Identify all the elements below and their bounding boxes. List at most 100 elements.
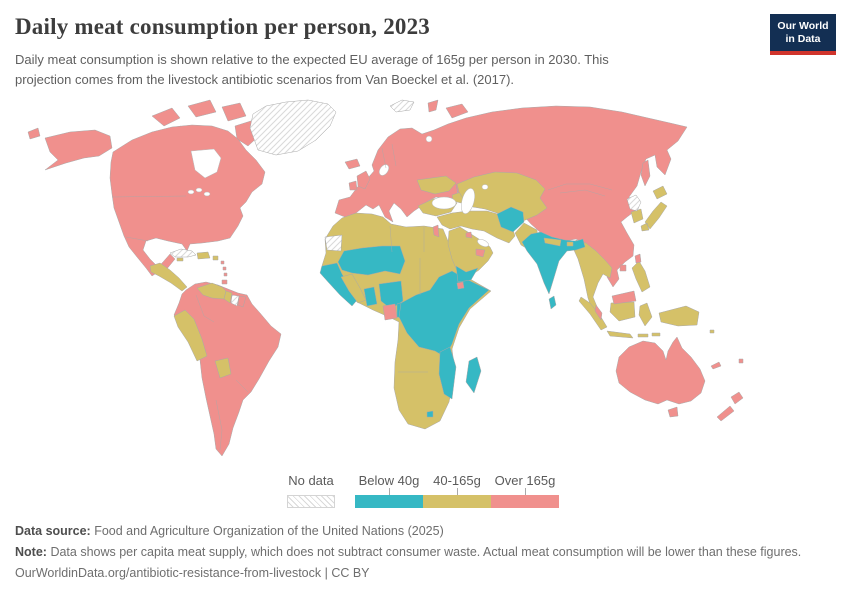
- region-hainan[interactable]: [619, 264, 627, 272]
- region-sulawesi[interactable]: [638, 302, 653, 327]
- region-australia[interactable]: [615, 336, 706, 405]
- region-bhutan[interactable]: [566, 241, 574, 247]
- legend-bin-over165[interactable]: Over 165g: [491, 473, 559, 508]
- region-new-guinea[interactable]: [658, 305, 700, 327]
- region-sakhalin[interactable]: [640, 159, 651, 187]
- white-sea: [425, 135, 433, 143]
- region-alaska[interactable]: [44, 129, 113, 171]
- legend-bin-label: 40-165g: [433, 473, 481, 488]
- region-novaya-zemlya[interactable]: [427, 99, 469, 119]
- region-western-sahara[interactable]: [324, 234, 343, 252]
- persian-gulf: [477, 239, 489, 247]
- region-madagascar[interactable]: [465, 356, 482, 394]
- region-nepal[interactable]: [543, 237, 562, 247]
- region-tasmania[interactable]: [667, 406, 679, 418]
- region-hispaniola[interactable]: [196, 251, 211, 260]
- logo-line2: in Data: [785, 33, 821, 46]
- baltic-sea: [378, 164, 390, 176]
- region-philippines[interactable]: [631, 260, 651, 293]
- region-java[interactable]: [606, 330, 634, 339]
- region-malaysia-borneo[interactable]: [611, 290, 637, 305]
- great-lakes: [187, 189, 195, 195]
- region-indonesian-borneo[interactable]: [609, 301, 636, 322]
- region-solomon-islands[interactable]: [709, 329, 715, 334]
- region-uae[interactable]: [475, 248, 486, 258]
- legend-no-data-label: No data: [288, 473, 334, 488]
- note-line: Note: Data shows per capita meat supply,…: [15, 546, 801, 559]
- legend-bin-below40[interactable]: Below 40g: [355, 473, 423, 508]
- legend-bin-label: Below 40g: [358, 473, 420, 488]
- region-new-zealand[interactable]: [716, 391, 744, 422]
- region-iceland[interactable]: [344, 158, 361, 170]
- region-ecuador-peru[interactable]: [173, 309, 208, 362]
- region-ireland[interactable]: [348, 180, 358, 191]
- chart-subtitle: Daily meat consumption is shown relative…: [15, 52, 609, 87]
- region-fiji[interactable]: [738, 358, 744, 364]
- map-legend: No data Below 40g 40-165g Over 165g: [287, 473, 559, 508]
- region-puerto-rico[interactable]: [212, 255, 219, 261]
- region-taiwan[interactable]: [634, 253, 642, 264]
- region-kuwait[interactable]: [465, 231, 473, 239]
- region-india[interactable]: [521, 231, 586, 295]
- region-afghanistan[interactable]: [496, 206, 525, 233]
- region-sumatra[interactable]: [578, 296, 608, 331]
- region-djibouti[interactable]: [456, 281, 465, 290]
- region-central-america[interactable]: [149, 262, 188, 292]
- region-lesser-antilles[interactable]: [220, 260, 228, 285]
- region-jamaica[interactable]: [176, 257, 184, 262]
- region-southeast-asia[interactable]: [572, 239, 613, 316]
- data-source-line: Data source: Food and Agriculture Organi…: [15, 525, 801, 538]
- region-guyana[interactable]: [223, 290, 233, 304]
- black-sea: [431, 196, 457, 210]
- region-north-korea[interactable]: [626, 194, 642, 212]
- region-gabon[interactable]: [382, 303, 398, 321]
- hudson-bay: [190, 148, 222, 179]
- region-japan[interactable]: [640, 185, 668, 232]
- region-north-america[interactable]: [109, 124, 266, 277]
- aral-sea: [481, 184, 489, 190]
- region-mozambique[interactable]: [438, 346, 457, 400]
- region-cuba[interactable]: [169, 248, 197, 258]
- note-value: Data shows per capita meat supply, which…: [50, 545, 802, 559]
- region-central-east-africa[interactable]: [398, 270, 490, 358]
- legend-no-data-swatch: [287, 495, 335, 508]
- region-ukraine[interactable]: [416, 175, 457, 195]
- owid-logo: Our World in Data: [770, 14, 836, 56]
- region-greenland[interactable]: [249, 99, 337, 156]
- border-south-america: [195, 294, 249, 451]
- region-malaysia-peninsula[interactable]: [594, 304, 603, 321]
- border-scandinavia: [381, 143, 397, 169]
- note-label: Note:: [15, 545, 47, 559]
- border-us-mexico: [125, 236, 149, 242]
- logo-line1: Our World: [777, 20, 829, 32]
- region-sri-lanka[interactable]: [548, 295, 557, 310]
- legend-no-data[interactable]: No data: [287, 473, 335, 508]
- region-french-guiana[interactable]: [237, 295, 247, 308]
- region-mali-niger[interactable]: [337, 245, 406, 276]
- region-paraguay[interactable]: [214, 357, 232, 379]
- legend-bin-mid[interactable]: 40-165g: [423, 473, 491, 508]
- region-israel[interactable]: [432, 224, 440, 238]
- great-lakes: [195, 187, 203, 193]
- border-north-africa: [389, 225, 428, 373]
- region-west-africa-coast[interactable]: [319, 262, 359, 307]
- region-suriname[interactable]: [230, 294, 240, 307]
- legend-bin-swatch: [491, 488, 559, 508]
- legend-bins: Below 40g 40-165g Over 165g: [355, 473, 559, 508]
- data-source-value: Food and Agriculture Organization of the…: [94, 524, 444, 538]
- region-iran-iraq-levant[interactable]: [436, 210, 516, 244]
- border-russia-mongolia-china: [547, 183, 613, 197]
- region-chukotka-sliver[interactable]: [27, 127, 41, 140]
- region-ghana[interactable]: [363, 286, 378, 307]
- url-line: OurWorldinData.org/antibiotic-resistance…: [15, 566, 370, 580]
- legend-bin-swatch: [355, 488, 423, 508]
- region-lesotho[interactable]: [426, 410, 434, 418]
- region-united-kingdom[interactable]: [356, 170, 371, 190]
- region-yemen[interactable]: [455, 265, 479, 283]
- page-title: Daily meat consumption per person, 2023: [15, 14, 430, 39]
- region-svalbard[interactable]: [389, 99, 415, 113]
- region-new-caledonia[interactable]: [710, 361, 722, 370]
- region-lesser-sunda[interactable]: [637, 332, 661, 338]
